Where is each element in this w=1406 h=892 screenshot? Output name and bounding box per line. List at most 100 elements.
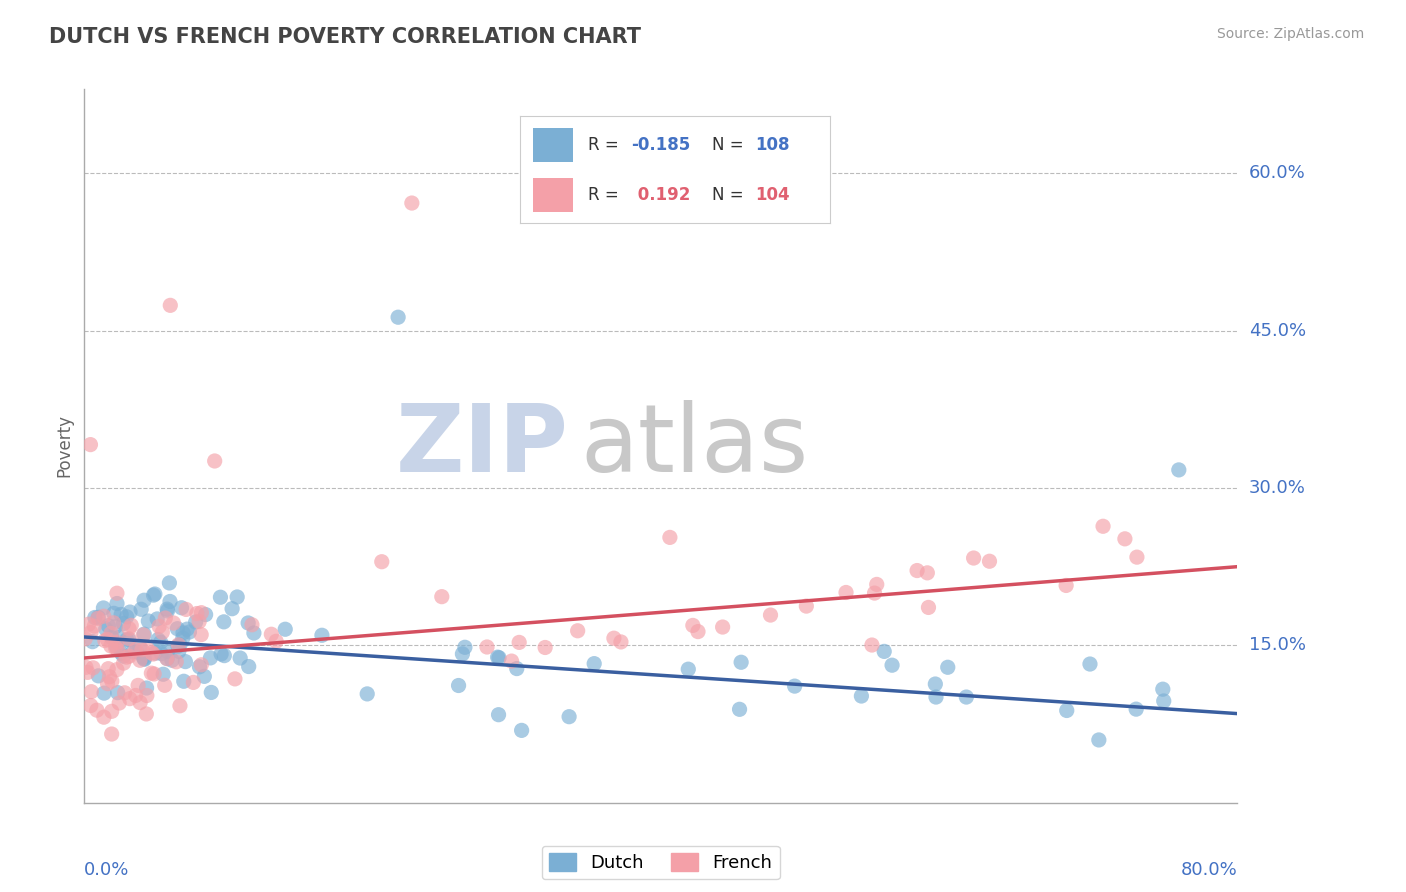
Point — [190, 628, 212, 642]
Point — [179, 624, 201, 639]
Point — [105, 597, 128, 611]
Point — [475, 640, 498, 654]
Point — [917, 566, 939, 580]
Point — [170, 600, 193, 615]
Point — [100, 631, 122, 645]
Point — [188, 660, 211, 674]
Text: 108: 108 — [755, 136, 790, 153]
Text: atlas: atlas — [581, 400, 808, 492]
Point — [873, 644, 896, 658]
Point — [508, 635, 530, 649]
Point — [204, 454, 226, 468]
Point — [558, 709, 581, 723]
Point — [145, 646, 167, 660]
Point — [186, 607, 208, 621]
Text: 45.0%: 45.0% — [1249, 321, 1306, 340]
Text: DUTCH VS FRENCH POVERTY CORRELATION CHART: DUTCH VS FRENCH POVERTY CORRELATION CHAR… — [49, 27, 641, 46]
Point — [567, 624, 589, 638]
Text: 0.0%: 0.0% — [84, 861, 129, 879]
Point — [183, 675, 205, 690]
Point — [156, 644, 179, 658]
Point — [76, 665, 98, 680]
Text: Source: ZipAtlas.com: Source: ZipAtlas.com — [1216, 27, 1364, 41]
Text: 80.0%: 80.0% — [1181, 861, 1237, 879]
Point — [79, 437, 101, 451]
Point — [583, 657, 606, 671]
Text: N =: N = — [711, 186, 749, 204]
Point — [134, 627, 156, 641]
Point — [134, 651, 156, 665]
Point — [209, 591, 232, 605]
Point — [226, 590, 249, 604]
Point — [917, 600, 939, 615]
Point — [221, 601, 243, 615]
Point — [880, 658, 903, 673]
Point — [103, 615, 125, 630]
Point — [224, 672, 246, 686]
Point — [174, 602, 197, 616]
Point — [447, 679, 470, 693]
Text: 30.0%: 30.0% — [1249, 479, 1306, 497]
Text: -0.185: -0.185 — [631, 136, 690, 153]
Point — [135, 706, 157, 721]
Point — [488, 650, 510, 665]
Point — [112, 656, 135, 670]
Point — [166, 622, 188, 636]
Point — [80, 698, 103, 713]
Point — [501, 654, 523, 668]
Point — [110, 646, 132, 660]
Point — [167, 639, 190, 653]
Point — [1167, 463, 1189, 477]
Point — [1114, 532, 1136, 546]
Text: ZIP: ZIP — [395, 400, 568, 492]
Point — [1152, 682, 1174, 697]
Legend: Dutch, French: Dutch, French — [541, 846, 780, 880]
Point — [108, 696, 131, 710]
Point — [863, 586, 886, 600]
Point — [188, 615, 211, 629]
Point — [150, 625, 173, 640]
Point — [82, 634, 104, 648]
Point — [118, 632, 141, 646]
Point — [125, 689, 148, 703]
Point — [142, 588, 165, 602]
Point — [105, 639, 128, 653]
Point — [138, 614, 160, 628]
Point — [159, 594, 181, 608]
Point — [200, 651, 222, 665]
Point — [107, 686, 129, 700]
Point — [209, 647, 232, 661]
Point — [146, 632, 169, 647]
Point — [100, 626, 122, 640]
Point — [97, 618, 120, 632]
Point — [156, 651, 179, 665]
Point — [356, 687, 378, 701]
Point — [193, 669, 215, 683]
Point — [100, 704, 122, 718]
Point — [115, 609, 138, 624]
Point — [82, 661, 104, 675]
Text: R =: R = — [588, 136, 624, 153]
Text: 0.192: 0.192 — [631, 186, 690, 204]
Point — [118, 691, 141, 706]
Point — [165, 655, 187, 669]
Point — [160, 653, 183, 667]
Point — [936, 660, 959, 674]
Point — [176, 622, 198, 636]
Point — [118, 632, 141, 647]
Point — [120, 618, 142, 632]
Point — [387, 310, 409, 325]
Point — [107, 631, 129, 645]
Point — [955, 690, 977, 704]
Point — [103, 607, 125, 621]
Point — [167, 644, 190, 658]
Point — [212, 615, 235, 629]
Point — [534, 640, 557, 655]
Point — [488, 707, 510, 722]
Point — [169, 638, 191, 652]
Point — [86, 703, 108, 717]
Point — [430, 590, 453, 604]
Point — [371, 555, 394, 569]
Point — [75, 632, 97, 646]
Point — [135, 689, 157, 703]
